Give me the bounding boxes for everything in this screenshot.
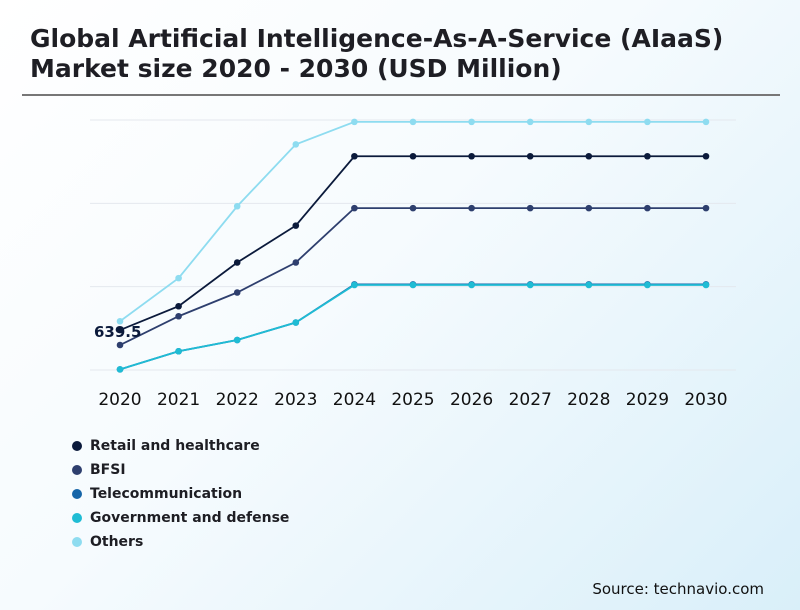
legend-item: BFSI [72,458,289,482]
data-point-bfsi [351,204,358,212]
legend-marker [72,441,82,451]
data-point-others [233,202,241,210]
data-point-others [175,274,182,282]
data-point-retail-and-healthcare [702,152,710,160]
data-point-bfsi [585,204,593,212]
legend-item: Government and defense [72,506,289,530]
series-line-others [119,120,706,322]
data-point-retail-and-healthcare [175,302,182,310]
data-point-government-and-defense [585,281,593,289]
data-point-retail-and-healthcare [351,152,358,160]
data-point-government-and-defense [233,336,241,344]
data-point-government-and-defense [351,281,358,289]
data-point-government-and-defense [175,347,182,355]
series-points [116,118,710,373]
data-point-others [644,118,651,126]
data-point-government-and-defense [526,281,534,289]
data-point-others [526,118,534,126]
series-line-telecommunication [119,283,706,371]
data-point-government-and-defense [644,281,651,289]
legend-item: Telecommunication [72,482,289,506]
legend-label: Telecommunication [90,486,243,502]
data-point-others [116,317,124,325]
data-point-bfsi [644,204,651,212]
x-tick-label: 2024 [333,390,376,410]
data-point-retail-and-healthcare [409,152,417,160]
data-point-government-and-defense [702,281,710,289]
legend-label: Others [90,534,144,550]
data-point-others [292,141,300,148]
legend-label: Retail and healthcare [90,438,260,454]
data-point-others [468,118,475,126]
x-tick-label: 2027 [509,390,552,410]
legend-marker [72,513,82,523]
x-tick-label: 2030 [684,390,727,410]
x-tick-label: 2028 [567,390,610,410]
data-point-others [409,118,417,126]
data-point-bfsi [292,259,300,266]
data-point-others [702,118,710,126]
data-point-others [351,118,358,126]
data-point-bfsi [702,204,710,212]
annotations: 639.5 [94,323,141,341]
legend-marker [72,465,82,475]
data-point-government-and-defense [116,366,124,373]
x-tick-label: 2022 [216,390,259,410]
data-point-retail-and-healthcare [116,326,124,334]
data-point-bfsi [526,204,534,212]
legend-item: Retail and healthcare [72,434,289,458]
x-tick-label: 2020 [98,390,141,410]
chart-title: Global Artificial Intelligence-As-A-Serv… [30,24,724,83]
source-credit: Source: technavio.com [592,580,764,598]
data-point-government-and-defense [468,281,475,289]
x-tick-label: 2021 [157,390,200,410]
x-axis-tick-labels: 2020 2021 2022 2023 2024 2025 2026 2027 2028 2029… [98,390,727,410]
data-point-retail-and-healthcare [585,152,593,160]
data-point-others [585,118,593,126]
data-point-retail-and-healthcare [292,222,300,229]
x-tick-label: 2023 [274,390,317,410]
data-point-retail-and-healthcare [468,152,475,160]
data-point-retail-and-healthcare [233,259,241,266]
x-tick-label: 2025 [391,390,434,410]
title-divider [22,94,780,96]
data-point-bfsi [233,289,241,296]
data-point-bfsi [409,204,417,212]
legend-marker [72,537,82,547]
legend-item: Others [72,530,289,554]
data-label: 639.5 [94,323,141,341]
data-point-bfsi [175,312,182,320]
series-line-bfsi [119,207,706,346]
data-point-government-and-defense [409,281,417,289]
data-point-retail-and-healthcare [644,152,651,160]
x-tick-label: 2029 [626,390,669,410]
legend-label: Government and defense [90,510,290,526]
legend-label: BFSI [90,462,126,478]
data-point-government-and-defense [292,319,300,326]
data-point-bfsi [468,204,475,212]
data-point-bfsi [116,341,124,349]
data-point-retail-and-healthcare [526,152,534,160]
legend-marker [72,489,82,499]
x-tick-label: 2026 [450,390,493,410]
series-line-government-and-defense [119,284,706,371]
legend: Retail and healthcare BFSI Telecommunicati… [72,434,289,554]
